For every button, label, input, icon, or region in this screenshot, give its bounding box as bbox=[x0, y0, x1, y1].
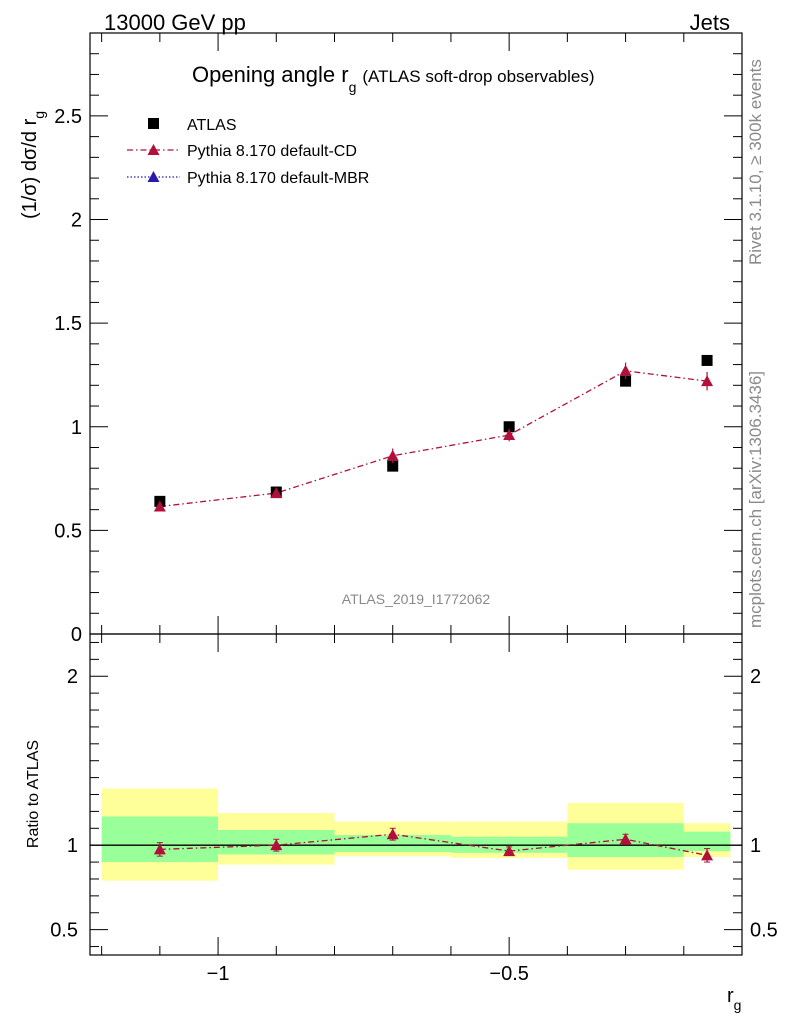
main-y-tick-label: 2.5 bbox=[54, 106, 82, 128]
cd-point bbox=[503, 429, 516, 441]
y-axis-label-main: (1/σ) dσ/d r bbox=[19, 118, 41, 219]
legend-cd-marker bbox=[147, 144, 160, 155]
ratio-cd-line bbox=[159, 833, 708, 856]
axis-tick-labels: −1 −0.5 0.5 1 1.5 2 2.5 0 0.5 0.5 1 1 2 2 bbox=[50, 106, 778, 985]
plot-title-extra: (ATLAS soft-drop observables) bbox=[362, 67, 594, 86]
y-axis-label: (1/σ) dσ/d rg bbox=[19, 111, 47, 219]
x-axis-label-sub: g bbox=[734, 997, 742, 1013]
ratio-axis-label: Ratio to ATLAS bbox=[25, 740, 42, 848]
cd-point bbox=[386, 449, 399, 461]
legend: ATLAS Pythia 8.170 default-CD Pythia 8.1… bbox=[127, 117, 369, 187]
atlas-point bbox=[503, 421, 515, 433]
ratio-cd-point bbox=[386, 828, 399, 840]
ratio-cd-point bbox=[153, 843, 166, 855]
rivet-version-label: Rivet 3.1.10, ≥ 300k events bbox=[746, 59, 765, 265]
ratio-uncertainty-bands bbox=[101, 788, 731, 881]
ratio-y-tick-label-right: 0.5 bbox=[750, 920, 778, 942]
cd-point bbox=[619, 364, 632, 376]
x-tick-label: −1 bbox=[207, 963, 230, 985]
analysis-watermark: ATLAS_2019_I1772062 bbox=[342, 591, 491, 607]
x-tick-label: −0.5 bbox=[489, 963, 528, 985]
legend-atlas-marker bbox=[148, 118, 159, 129]
axis-ticks bbox=[90, 33, 743, 955]
header-energy-label: 13000 GeV pp bbox=[104, 10, 246, 35]
ratio-y-tick-label-right: 1 bbox=[750, 835, 761, 857]
ratio-band-inner-5 bbox=[683, 831, 731, 852]
cd-point bbox=[701, 375, 714, 387]
ratio-cd-point bbox=[270, 839, 283, 851]
plot-title-sub: g bbox=[349, 79, 357, 95]
header-process-label: Jets bbox=[690, 10, 730, 35]
legend-mbr-label: Pythia 8.170 default-MBR bbox=[187, 170, 369, 187]
ratio-cd-point bbox=[619, 833, 632, 845]
atlas-point bbox=[701, 354, 713, 366]
ratio-cd-point bbox=[701, 849, 714, 861]
ratio-y-tick-label: 2 bbox=[67, 666, 78, 688]
main-y-tick-label: 0.5 bbox=[54, 520, 82, 542]
plot-title-main: Opening angle r bbox=[192, 62, 349, 87]
main-y-tick-label: 2 bbox=[71, 210, 82, 232]
cd-series-line bbox=[159, 370, 708, 508]
mcplots-reference-label: mcplots.cern.ch [arXiv:1306.3436] bbox=[746, 371, 765, 628]
cd-point bbox=[270, 487, 283, 499]
main-y-tick-label: 1 bbox=[71, 417, 82, 439]
main-y-zero-label: 0 bbox=[71, 624, 82, 646]
atlas-point bbox=[620, 375, 632, 387]
main-y-tick-label: 1.5 bbox=[54, 313, 82, 335]
cd-point bbox=[153, 500, 166, 512]
data-series bbox=[153, 354, 714, 863]
y-axis-label-sub: g bbox=[31, 111, 47, 119]
ratio-y-tick-label-right: 2 bbox=[750, 666, 761, 688]
x-axis-label-main: r bbox=[727, 985, 734, 1007]
legend-mbr-marker bbox=[147, 171, 160, 182]
atlas-point bbox=[387, 460, 399, 472]
legend-atlas-label: ATLAS bbox=[187, 117, 237, 134]
ratio-y-tick-label: 1 bbox=[67, 835, 78, 857]
x-axis-label: rg bbox=[727, 985, 741, 1013]
plot-title: Opening angle rg (ATLAS soft-drop observa… bbox=[192, 62, 594, 95]
legend-cd-label: Pythia 8.170 default-CD bbox=[187, 143, 357, 160]
ratio-cd-point bbox=[503, 845, 516, 857]
ratio-y-tick-label: 0.5 bbox=[50, 920, 78, 942]
ratio-band-inner-2 bbox=[334, 835, 451, 852]
